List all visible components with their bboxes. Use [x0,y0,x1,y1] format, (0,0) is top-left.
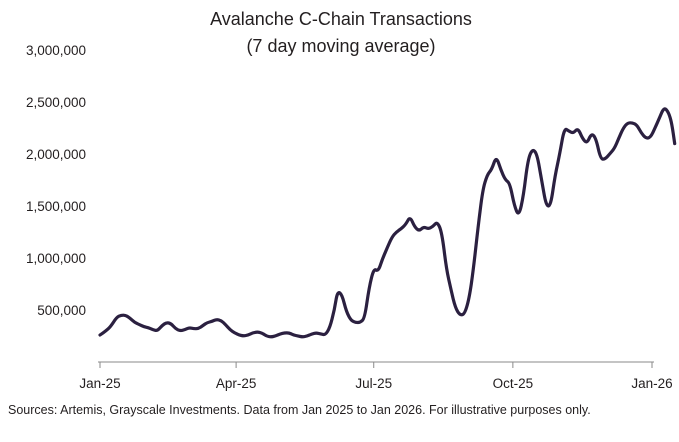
y-tick-label: 2,000,000 [26,147,86,162]
source-note: Sources: Artemis, Grayscale Investments.… [8,403,591,417]
chart-subtitle: (7 day moving average) [246,36,435,56]
y-tick-label: 1,000,000 [26,251,86,266]
x-tick-label: Jan-26 [631,376,672,391]
y-tick-label: 2,500,000 [26,95,86,110]
x-tick-label: Jul-25 [355,376,392,391]
y-tick-label: 3,000,000 [26,43,86,58]
x-tick-label: Apr-25 [216,376,257,391]
x-axis: Jan-25 Apr-25 Jul-25 Oct-25 Jan-26 [79,361,673,391]
y-axis-ticks: 3,000,000 2,500,000 2,000,000 1,500,000 1,00… [26,43,86,318]
x-tick-label: Jan-25 [79,376,120,391]
x-tick-label: Oct-25 [493,376,534,391]
series-layer [98,107,677,339]
series-line [98,107,677,339]
y-tick-label: 1,500,000 [26,199,86,214]
y-tick-label: 500,000 [37,303,86,318]
chart-title: Avalanche C-Chain Transactions [210,9,472,29]
